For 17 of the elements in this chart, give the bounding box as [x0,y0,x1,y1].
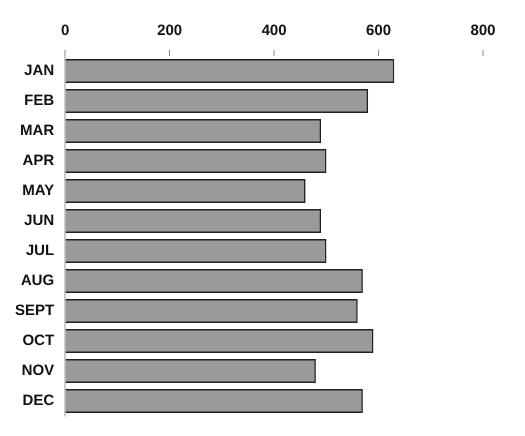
y-tick-label: JUN [24,212,54,230]
y-tick-label: JAN [24,62,54,80]
y-tick-label: APR [22,152,54,170]
y-tick-label: FEB [24,92,54,110]
y-tick-label: DEC [22,392,54,410]
y-tick-label: OCT [22,332,54,350]
x-tick-label: 200 [157,22,182,40]
x-tick-label: 800 [470,22,496,40]
y-tick-label: JUL [26,242,54,260]
x-tick-label: 0 [61,22,70,40]
x-tick-label: 600 [366,22,392,40]
y-tick-label: MAY [22,182,54,200]
y-tick-label: SEPT [14,302,54,320]
y-tick-label: NOV [22,362,54,380]
x-tick-label: 400 [262,22,287,40]
y-tick-label: AUG [20,272,54,290]
y-tick-label: MAR [20,122,54,140]
